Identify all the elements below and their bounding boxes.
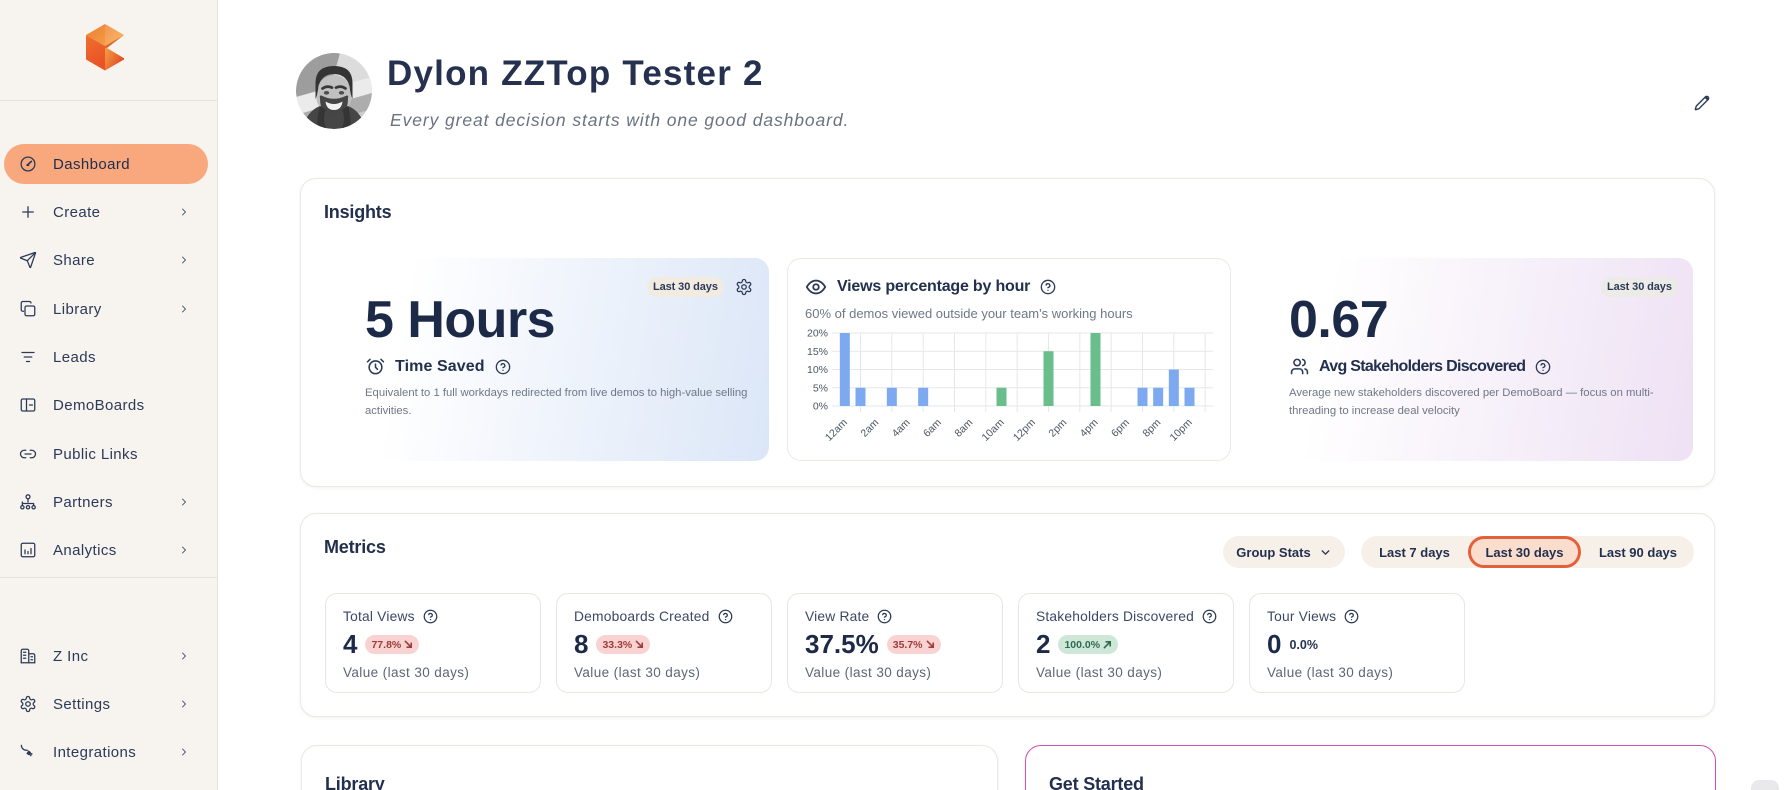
- svg-text:12pm: 12pm: [1011, 416, 1038, 443]
- svg-text:8am: 8am: [952, 416, 975, 439]
- svg-text:2pm: 2pm: [1046, 416, 1069, 439]
- svg-text:10pm: 10pm: [1168, 416, 1195, 443]
- svg-text:6am: 6am: [921, 416, 944, 439]
- svg-text:5%: 5%: [813, 382, 828, 394]
- svg-text:8pm: 8pm: [1140, 416, 1163, 439]
- svg-text:10am: 10am: [980, 416, 1007, 443]
- svg-text:4pm: 4pm: [1078, 416, 1101, 439]
- svg-text:10%: 10%: [807, 364, 828, 376]
- svg-text:4am: 4am: [890, 416, 913, 439]
- svg-text:12am: 12am: [823, 416, 850, 443]
- svg-text:6pm: 6pm: [1109, 416, 1132, 439]
- svg-text:15%: 15%: [807, 346, 828, 358]
- svg-text:0%: 0%: [813, 401, 828, 413]
- svg-text:20%: 20%: [807, 328, 828, 340]
- svg-text:2am: 2am: [858, 416, 881, 439]
